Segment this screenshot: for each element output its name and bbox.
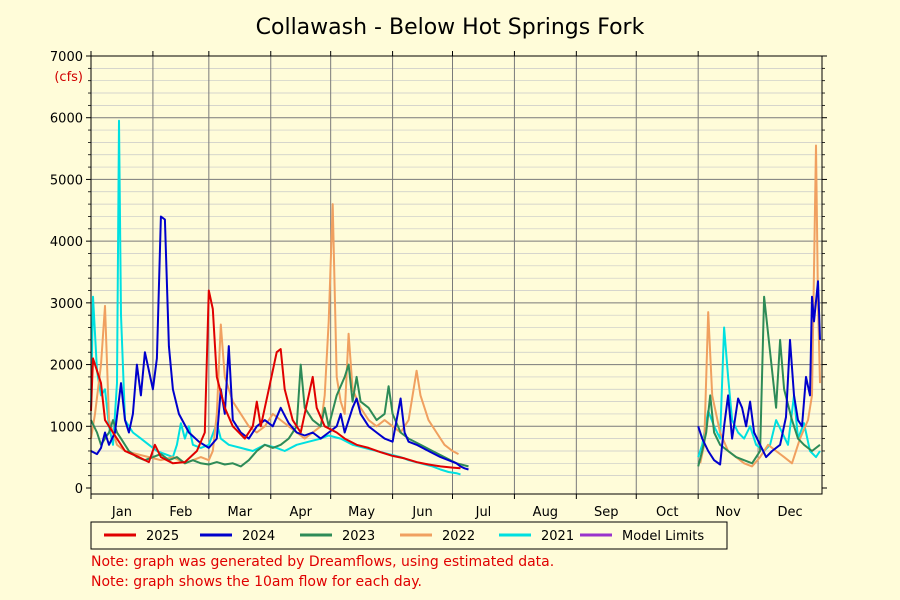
legend-label: 2024 [242,529,275,544]
legend-label: 2021 [541,529,574,544]
legend-label: Model Limits [622,529,704,544]
legend: 2025 2024 2023 2022 2021 Model Limits [90,521,728,550]
series-line-2023 [697,295,821,467]
series-lines [90,119,821,476]
note-10am-flow: Note: graph shows the 10am flow for each… [91,574,422,590]
x-tick-label: Aug [533,505,558,520]
note-estimated-data: Note: graph was generated by Dreamflows,… [91,554,554,570]
y-tick-label: 0 [75,482,83,497]
y-tick-label: 4000 [50,235,83,250]
x-tick-label: Oct [656,505,678,520]
chart-title: Collawash - Below Hot Springs Fork [256,15,645,40]
x-tick-label: Apr [289,505,312,520]
legend-box [90,521,728,550]
x-tick-label: Jan [111,505,132,520]
x-tick-label: May [348,505,375,520]
y-tick-label: 6000 [50,112,83,127]
legend-label: 2022 [442,529,475,544]
y-unit-label: (cfs) [54,70,83,85]
y-tick-label: 1000 [50,420,83,435]
series-line-2025 [90,289,461,470]
series-line-2021 [697,326,821,459]
plot-background [91,56,822,494]
x-tick-label: Nov [715,505,741,520]
x-tick-label: Dec [777,505,802,520]
x-tick-label: Sep [594,505,619,520]
x-tick-label: Jun [411,505,432,520]
x-tick-label: Feb [169,505,192,520]
y-tick-label: 5000 [50,173,83,188]
series-line-2024 [697,280,821,466]
series-line-2024 [90,215,469,471]
legend-label: 2023 [342,529,375,544]
plot-frame [90,55,823,495]
y-axis-ticks: 0 1000 2000 3000 4000 5000 6000 7000 [50,50,827,497]
y-tick-label: 3000 [50,297,83,312]
x-tick-label: Mar [228,505,253,520]
y-tick-label: 7000 [50,50,83,65]
x-tick-label: Jul [475,505,492,520]
x-axis-ticks: Jan Feb Mar Apr May Jun Jul Aug Sep Oct Nov Dec [90,51,803,520]
y-tick-label: 2000 [50,359,83,374]
legend-label: 2025 [146,529,179,544]
